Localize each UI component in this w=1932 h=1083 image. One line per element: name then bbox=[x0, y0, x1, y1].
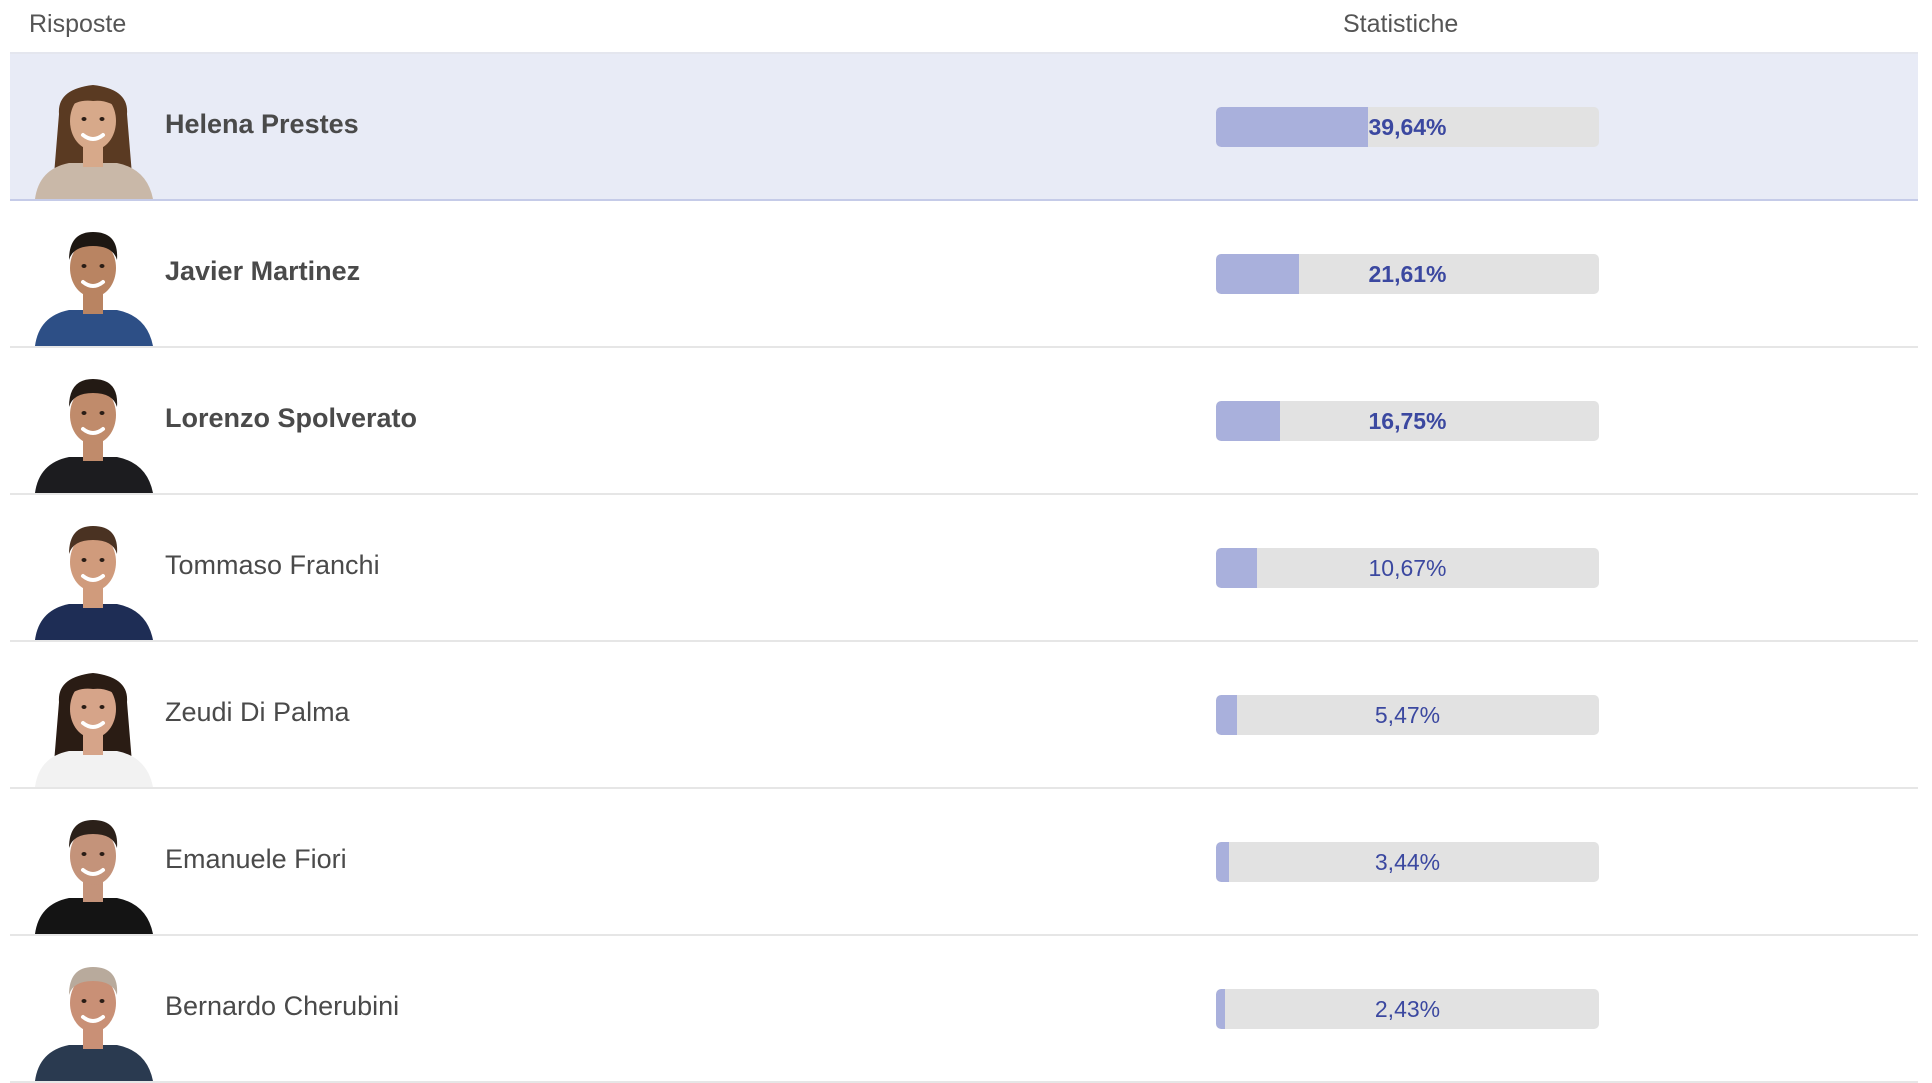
percentage-label: 21,61% bbox=[1368, 261, 1447, 287]
avatar bbox=[29, 657, 158, 787]
percentage-bar-fill bbox=[1216, 842, 1230, 882]
statistics-column-header: Statistiche bbox=[1343, 10, 1459, 38]
percentage-label: 2,43% bbox=[1374, 996, 1441, 1022]
poll-results-table: Risposte Statistiche Helena Prestes 39,64… bbox=[10, 0, 1918, 1083]
person-portrait-icon bbox=[35, 232, 153, 346]
percentage-bar: 21,61% bbox=[1216, 254, 1599, 294]
percentage-bar-fill bbox=[1216, 107, 1368, 147]
percentage-label: 3,44% bbox=[1374, 849, 1441, 875]
result-row-lorenzo-spolverato[interactable]: Lorenzo Spolverato 16,75% bbox=[10, 348, 1918, 495]
candidate-name: Javier Martinez bbox=[165, 256, 361, 286]
person-portrait-icon bbox=[35, 820, 153, 934]
person-portrait-icon bbox=[35, 526, 153, 640]
percentage-bar: 10,67% bbox=[1216, 548, 1599, 588]
candidate-name: Emanuele Fiori bbox=[165, 844, 347, 874]
person-portrait-icon bbox=[35, 673, 153, 787]
percentage-bar-fill bbox=[1216, 695, 1237, 735]
candidate-name: Helena Prestes bbox=[165, 109, 359, 139]
avatar bbox=[29, 951, 158, 1081]
person-portrait-icon bbox=[35, 967, 153, 1081]
percentage-bar-fill bbox=[1216, 989, 1226, 1029]
percentage-bar: 2,43% bbox=[1216, 989, 1599, 1029]
percentage-bar: 16,75% bbox=[1216, 401, 1599, 441]
percentage-bar-fill bbox=[1216, 401, 1281, 441]
candidate-name: Bernardo Cherubini bbox=[165, 991, 400, 1021]
table-header: Risposte Statistiche bbox=[10, 0, 1918, 54]
avatar bbox=[29, 510, 158, 640]
result-row-zeudi-di-palma[interactable]: Zeudi Di Palma 5,47% bbox=[10, 642, 1918, 789]
candidate-name: Lorenzo Spolverato bbox=[165, 403, 418, 433]
result-row-bernardo-cherubini[interactable]: Bernardo Cherubini 2,43% bbox=[10, 936, 1918, 1083]
percentage-bar: 5,47% bbox=[1216, 695, 1599, 735]
avatar bbox=[29, 804, 158, 934]
percentage-label: 5,47% bbox=[1374, 702, 1441, 728]
percentage-bar-fill bbox=[1216, 548, 1257, 588]
result-row-tommaso-franchi[interactable]: Tommaso Franchi 10,67% bbox=[10, 495, 1918, 642]
avatar bbox=[29, 216, 158, 346]
results-list: Helena Prestes 39,64% Javier Martinez 21,6… bbox=[10, 54, 1918, 1083]
result-row-javier-martinez[interactable]: Javier Martinez 21,61% bbox=[10, 201, 1918, 348]
result-row-helena-prestes[interactable]: Helena Prestes 39,64% bbox=[10, 54, 1918, 201]
percentage-bar-fill bbox=[1216, 254, 1299, 294]
person-portrait-icon bbox=[35, 379, 153, 493]
result-row-emanuele-fiori[interactable]: Emanuele Fiori 3,44% bbox=[10, 789, 1918, 936]
person-portrait-icon bbox=[35, 85, 153, 199]
percentage-bar: 39,64% bbox=[1216, 107, 1599, 147]
percentage-label: 39,64% bbox=[1368, 114, 1447, 140]
percentage-label: 16,75% bbox=[1368, 408, 1447, 434]
percentage-bar: 3,44% bbox=[1216, 842, 1599, 882]
avatar bbox=[29, 69, 158, 199]
answers-column-header: Risposte bbox=[29, 10, 127, 38]
candidate-name: Tommaso Franchi bbox=[165, 550, 380, 580]
avatar bbox=[29, 363, 158, 493]
percentage-label: 10,67% bbox=[1368, 555, 1447, 581]
candidate-name: Zeudi Di Palma bbox=[165, 697, 350, 727]
